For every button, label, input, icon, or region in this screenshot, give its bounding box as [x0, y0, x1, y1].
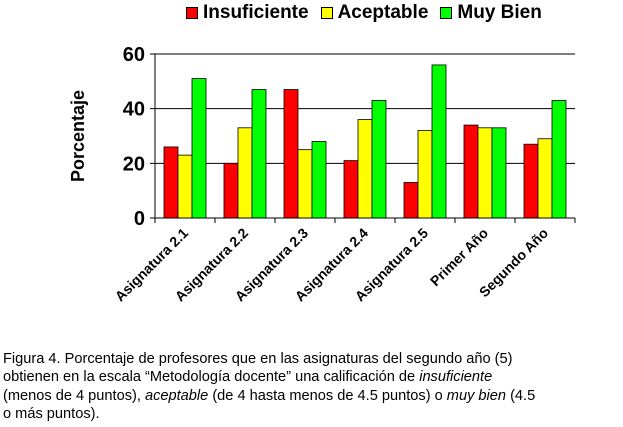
caption-line: Figura 4. Porcentaje de profesores que e…: [3, 350, 619, 368]
bar: [463, 124, 479, 219]
bar: [283, 89, 299, 219]
y-tick-label: 40: [123, 99, 145, 121]
caption-segment: aceptable: [144, 387, 209, 404]
legend-swatch: [440, 7, 453, 19]
legend-label: Aceptable: [337, 2, 429, 23]
x-tick-label: Primer Año: [427, 225, 491, 289]
bar: [311, 141, 327, 219]
legend-item: Insuficiente: [186, 2, 309, 24]
bar: [431, 64, 447, 219]
bar: [523, 143, 539, 219]
legend-label: Insuficiente: [203, 2, 309, 23]
legend-swatch: [186, 7, 198, 19]
bar: [371, 100, 387, 219]
caption-line: (menos de 4 puntos), aceptable (de 4 has…: [3, 387, 619, 405]
bar: [251, 89, 267, 219]
bar: [163, 146, 179, 219]
bar: [357, 119, 373, 219]
bar: [343, 160, 359, 219]
caption-segment: insuficiente: [419, 369, 493, 386]
y-tick-label: 0: [134, 208, 145, 230]
caption-line: obtienen en la escala “Metodología docen…: [3, 368, 619, 386]
legend: Insuficiente Aceptable Muy Bien: [186, 2, 554, 24]
caption-segment: (menos de 4 puntos),: [3, 387, 145, 404]
caption-line: o más puntos).: [3, 405, 619, 423]
caption-segment: (4.5: [506, 387, 536, 404]
caption-segment: o más puntos).: [3, 406, 100, 423]
bar: [191, 78, 207, 219]
bar: [403, 182, 419, 219]
caption-segment: (de 4 hasta menos de 4.5 puntos) o: [208, 387, 447, 404]
bar: [237, 127, 253, 219]
bar: [537, 138, 553, 219]
legend-label: Muy Bien: [457, 2, 542, 23]
y-tick-label: 60: [123, 44, 145, 66]
caption-segment: obtienen en la escala “Metodología docen…: [3, 369, 420, 386]
bar: [417, 130, 433, 219]
caption-segment: muy bien: [446, 387, 507, 404]
legend-item: Aceptable: [320, 2, 429, 24]
legend-item: Muy Bien: [440, 2, 542, 24]
y-axis-title: Porcentaje: [68, 90, 88, 182]
bar: [491, 127, 507, 219]
bar: [223, 162, 239, 219]
bar: [477, 127, 493, 219]
bar: [551, 100, 567, 219]
legend-swatch: [320, 7, 333, 19]
figure-caption: Figura 4. Porcentaje de profesores que e…: [3, 350, 619, 424]
bar: [297, 149, 313, 219]
caption-segment: Figura 4. Porcentaje de profesores que e…: [3, 351, 513, 367]
y-tick-label: 20: [123, 153, 145, 175]
bar: [177, 154, 193, 219]
